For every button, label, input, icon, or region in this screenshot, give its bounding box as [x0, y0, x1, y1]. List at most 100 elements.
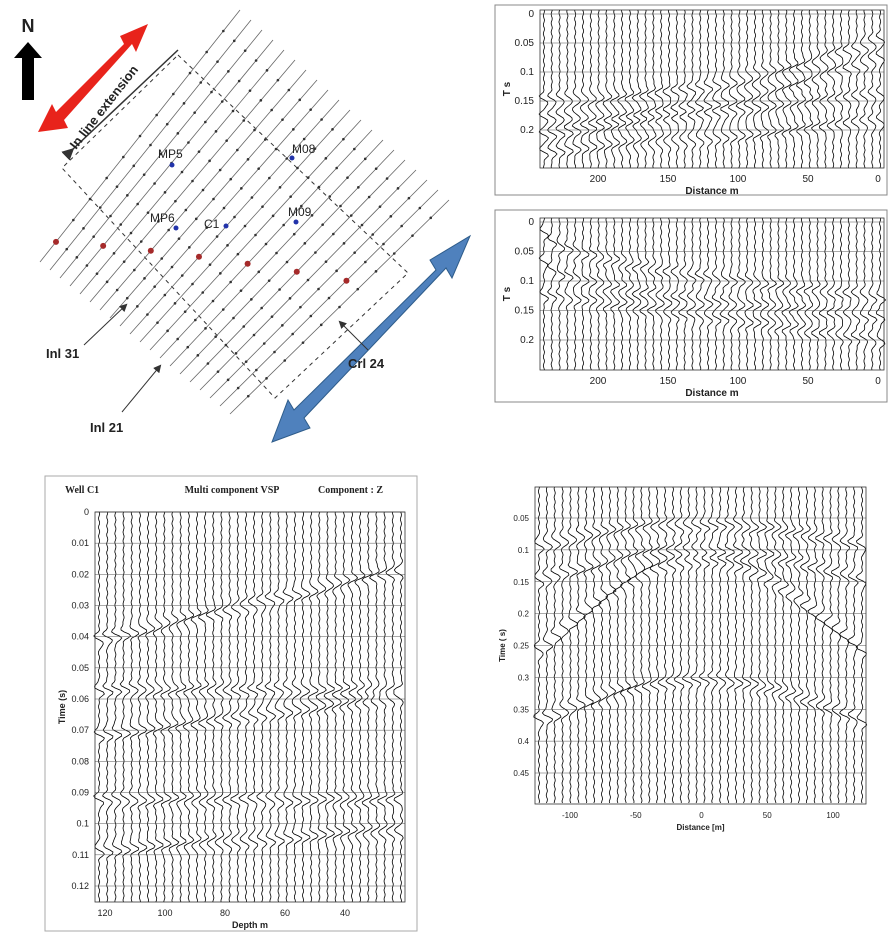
y-tick-label: 0.25: [513, 642, 529, 651]
receiver: [115, 185, 119, 188]
trace: [558, 486, 570, 804]
trace: [610, 217, 621, 371]
y-tick-label: 0.12: [71, 881, 89, 891]
survey-map: N In line extension MP5 M08 MP6 C1 M09 I…: [14, 9, 472, 443]
receiver: [254, 59, 258, 62]
receiver: [146, 211, 150, 214]
shot-point: [343, 277, 350, 284]
trace: [128, 511, 140, 903]
receiver: [243, 224, 247, 228]
y-tick-label: 0.07: [71, 725, 89, 735]
plot-frame: [539, 217, 885, 371]
station: [289, 155, 295, 161]
trace: [759, 9, 770, 169]
trace: [595, 217, 605, 371]
trace: [799, 486, 811, 804]
trace: [657, 486, 668, 804]
receiver: [260, 306, 263, 310]
trace: [579, 9, 590, 169]
trace: [101, 511, 114, 903]
trace: [831, 486, 842, 804]
receiver: [197, 150, 201, 153]
receiver: [328, 195, 332, 198]
x-tick-label: 150: [660, 376, 677, 387]
receiver: [208, 263, 212, 266]
trace: [583, 486, 594, 804]
receiver: [254, 233, 257, 237]
trace: [175, 512, 187, 903]
station: [293, 219, 299, 225]
receiver: [85, 264, 89, 267]
y-tick-label: 0.1: [520, 276, 534, 287]
x-tick-label: 50: [763, 811, 772, 820]
receiver: [182, 102, 186, 105]
receiver: [360, 223, 364, 227]
trace: [678, 9, 688, 169]
receiver: [275, 251, 278, 255]
receiver: [177, 237, 181, 240]
y-tick-label: 0.45: [513, 769, 529, 778]
receiver: [324, 157, 328, 160]
receiver: [296, 166, 299, 170]
shot-point: [53, 238, 59, 245]
trace: [763, 486, 775, 804]
receiver: [204, 327, 207, 330]
receiver: [244, 360, 248, 363]
trace: [246, 511, 259, 903]
trace: [788, 9, 799, 169]
receiver: [153, 285, 156, 288]
receiver: [187, 141, 190, 144]
trace: [654, 217, 665, 371]
receiver: [115, 288, 119, 292]
receiver: [176, 337, 179, 341]
trace: [834, 217, 844, 371]
trace: [662, 9, 672, 169]
receiver: [157, 220, 160, 223]
receiver: [206, 362, 210, 365]
y-tick-label: 0.15: [515, 306, 535, 317]
receiver: [191, 179, 194, 183]
receiver: [346, 176, 349, 179]
y-tick-label: 0.2: [520, 335, 534, 346]
receiver: [274, 147, 278, 151]
y-axis-label: Time (s): [57, 690, 67, 724]
north-arrow: [14, 42, 42, 100]
y-tick-label: 0.4: [518, 737, 530, 746]
trace: [619, 486, 632, 804]
receiver: [335, 269, 338, 273]
receiver: [176, 132, 180, 135]
plot-frame: [534, 486, 867, 805]
trace: [665, 486, 676, 804]
receiver: [264, 242, 268, 246]
line-label: Inl 31: [46, 346, 79, 361]
receiver: [400, 224, 403, 228]
trace: [546, 9, 558, 169]
receiver: [172, 92, 175, 96]
trace: [807, 486, 818, 804]
receiver: [309, 108, 312, 111]
trace: [307, 511, 319, 903]
trace: [571, 9, 582, 169]
receiver: [396, 187, 400, 190]
trace: [712, 9, 722, 169]
x-tick-label: 100: [157, 908, 172, 918]
trace: [673, 486, 685, 804]
y-tick-label: 0: [528, 217, 534, 228]
inline-arrow: [38, 24, 148, 132]
trace: [634, 486, 646, 804]
receiver: [255, 368, 258, 372]
trace: [602, 9, 613, 169]
trace: [855, 486, 868, 804]
receiver: [356, 287, 360, 291]
x-tick-label: 80: [220, 908, 230, 918]
trace: [550, 486, 562, 804]
x-tick-label: 100: [826, 811, 840, 820]
trace: [190, 511, 202, 903]
trace: [361, 511, 373, 903]
x-tick-label: -100: [562, 811, 579, 820]
receiver: [407, 196, 411, 200]
receiver: [95, 272, 99, 275]
receiver: [306, 176, 310, 179]
y-tick-label: 0.09: [71, 788, 89, 798]
receiver: [250, 298, 253, 301]
